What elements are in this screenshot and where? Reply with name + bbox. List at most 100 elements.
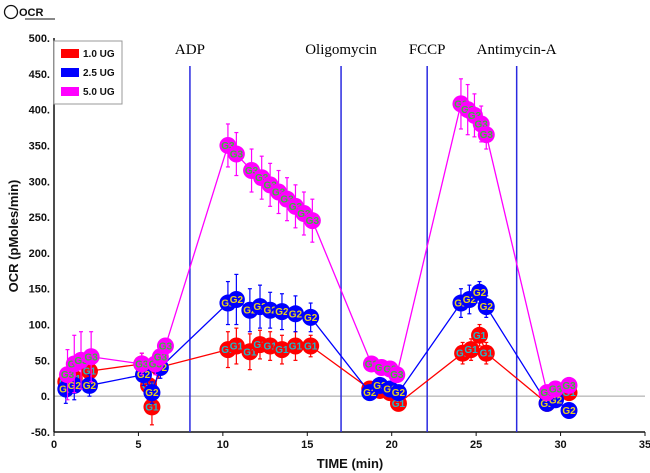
data-point-label: G2 (253, 302, 267, 313)
data-point (388, 366, 406, 384)
injection-markers: ADP Oligomycin FCCP Antimycin-A (175, 42, 557, 432)
data-point-label: G3 (540, 388, 554, 399)
y-tick-label: 200. (29, 248, 50, 260)
data-point-label: G2 (83, 381, 97, 392)
data-point-label: G2 (363, 388, 377, 399)
data-point-label: G3 (74, 356, 88, 367)
data-point-label: G2 (392, 388, 406, 399)
x-tick-label: 15 (301, 439, 313, 451)
data-point-label: G3 (245, 166, 259, 177)
y-tick-label: 0. (41, 391, 50, 403)
data-point-label: G3 (289, 202, 303, 213)
injection-label: FCCP (409, 42, 446, 58)
data-point-label: G1 (243, 347, 257, 358)
data-point-label: G3 (562, 381, 576, 392)
data-point (302, 308, 320, 326)
data-point-label: G3 (272, 188, 286, 199)
y-tick-label: 400. (29, 105, 50, 117)
data-point (547, 380, 565, 398)
data-point-label: G1 (230, 342, 244, 353)
y-tick-label: 100. (29, 320, 50, 332)
data-point-label: G1 (464, 345, 478, 356)
x-tick-label: 25 (470, 439, 482, 451)
legend-label: 5.0 UG (83, 87, 115, 98)
y-tick-label: 350. (29, 140, 50, 152)
data-point-label: G3 (468, 111, 482, 122)
data-point-label: G2 (221, 299, 235, 310)
data-point-label: G2 (463, 295, 477, 306)
data-point-label: G3 (306, 216, 320, 227)
data-point (560, 402, 578, 420)
data-point-label: G1 (275, 345, 289, 356)
y-tick-label: 150. (29, 284, 50, 296)
x-tick-label: 0 (51, 439, 57, 451)
data-point-label: G3 (475, 119, 489, 130)
data-point-label: G3 (159, 342, 173, 353)
y-tick-label: 500. (29, 33, 50, 45)
data-point-label: G2 (137, 370, 151, 381)
data-point-label: G3 (480, 130, 494, 141)
data-point-label: G2 (540, 399, 554, 410)
data-point-label: G1 (145, 402, 159, 413)
data-point (286, 305, 304, 323)
x-tick-label: 30 (554, 439, 566, 451)
y-tick-label: 300. (29, 176, 50, 188)
injection-label: Oligomycin (305, 42, 377, 58)
data-point (303, 212, 321, 230)
data-point-label: G2 (230, 295, 244, 306)
data-point-label: G3 (255, 173, 269, 184)
data-point-label: G3 (549, 385, 563, 396)
data-point (227, 337, 245, 355)
x-tick-label: 35 (639, 439, 650, 451)
radio-circle-icon[interactable] (3, 4, 19, 20)
legend: 1.0 UG 2.5 UG 5.0 UG (53, 40, 123, 105)
data-point-label: G1 (473, 331, 487, 342)
data-point (477, 344, 495, 362)
data-point-label: G2 (145, 388, 159, 399)
data-point-label: G3 (280, 195, 294, 206)
data-point-label: G3 (135, 359, 149, 370)
data-point-label: G1 (83, 367, 97, 378)
data-point (560, 376, 578, 394)
data-point-label: G2 (243, 306, 257, 317)
data-point (389, 384, 407, 402)
data-point (286, 337, 304, 355)
data-point (227, 145, 245, 163)
data-point-label: G3 (365, 359, 379, 370)
chart-header: OCR (3, 4, 55, 20)
data-point-label: G3 (263, 180, 277, 191)
data-point-label: G2 (383, 385, 397, 396)
data-point-label: G2 (473, 288, 487, 299)
data-point-label: G2 (263, 306, 277, 317)
data-point-label: G3 (149, 359, 163, 370)
axes: 0 5 10 15 20 25 30 35 -50. 0. 50. 100. 150. 200. 250. 3… (29, 33, 650, 451)
data-point-label: G3 (297, 209, 311, 220)
data-point-label: G2 (304, 313, 318, 324)
data-point (477, 298, 495, 316)
data-point (156, 337, 174, 355)
x-axis-label: TIME (min) (317, 456, 383, 471)
y-axis-label: OCR (pMoles/min) (6, 180, 21, 293)
data-point (227, 290, 245, 308)
data-point-label: G2 (454, 299, 468, 310)
data-point (477, 126, 495, 144)
data-point-label: G3 (84, 352, 98, 363)
data-point-label: G3 (221, 141, 235, 152)
data-point (471, 283, 489, 301)
x-tick-label: 10 (217, 439, 229, 451)
legend-label: 1.0 UG (83, 49, 115, 60)
data-point-label: G2 (289, 309, 303, 320)
y-tick-label: 50. (35, 355, 50, 367)
data-point (273, 341, 291, 359)
injection-label: Antimycin-A (477, 42, 557, 58)
y-tick-label: 450. (29, 69, 50, 81)
data-point (273, 303, 291, 321)
chart-title: OCR (19, 7, 44, 19)
legend-swatch (61, 68, 79, 77)
data-point-label: G3 (230, 150, 244, 161)
data-point-label: G1 (480, 349, 494, 360)
data-point-label: G3 (61, 370, 75, 381)
legend-swatch (61, 49, 79, 58)
injection-label: ADP (175, 42, 205, 58)
